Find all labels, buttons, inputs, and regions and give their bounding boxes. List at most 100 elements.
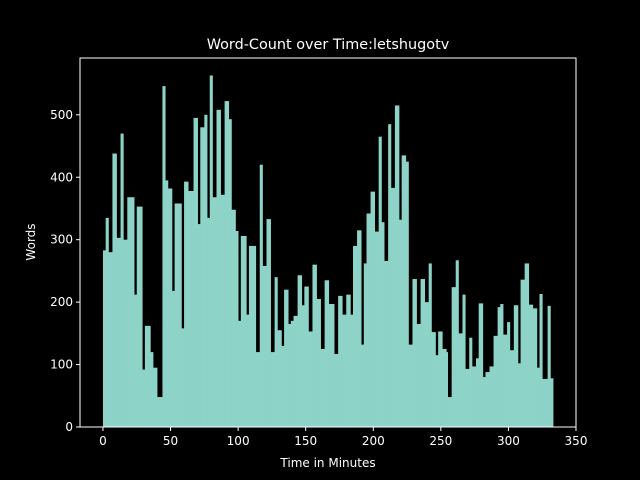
bar xyxy=(152,367,158,427)
bar xyxy=(320,348,326,427)
x-tick-label: 250 xyxy=(429,434,452,448)
plot-frame xyxy=(79,57,577,428)
bar xyxy=(338,295,343,427)
bar xyxy=(384,260,389,427)
bar xyxy=(401,155,407,428)
bar xyxy=(204,114,208,427)
bar xyxy=(150,352,154,427)
x-tick-label: 100 xyxy=(227,434,250,448)
bar xyxy=(171,290,176,427)
bar xyxy=(370,191,376,427)
bar xyxy=(277,330,282,427)
bar xyxy=(304,286,309,427)
bar xyxy=(408,344,413,427)
bar xyxy=(475,358,480,427)
bar xyxy=(334,353,339,427)
bar xyxy=(550,378,554,427)
bar xyxy=(284,289,289,427)
bar xyxy=(520,279,526,427)
bar xyxy=(446,352,449,427)
bar xyxy=(503,334,508,427)
bar xyxy=(127,197,135,427)
bar xyxy=(324,280,330,427)
bar xyxy=(136,206,143,427)
bar xyxy=(312,264,317,427)
bar xyxy=(528,304,534,427)
bar xyxy=(120,133,124,427)
bar xyxy=(420,279,426,427)
bar xyxy=(478,303,484,427)
bar xyxy=(363,263,367,427)
bar xyxy=(542,378,549,427)
bar xyxy=(497,307,501,427)
bar xyxy=(293,315,298,427)
bar xyxy=(224,101,230,428)
bar xyxy=(547,305,551,427)
y-tick-label: 100 xyxy=(50,358,73,372)
x-tick-label: 150 xyxy=(294,434,317,448)
bar xyxy=(212,197,217,427)
x-tick-label: 200 xyxy=(362,434,385,448)
bar xyxy=(165,180,169,427)
bar xyxy=(507,322,511,427)
bar xyxy=(469,337,473,427)
bar xyxy=(262,265,267,427)
bar xyxy=(235,230,239,427)
bar xyxy=(442,348,447,427)
bar xyxy=(532,308,538,427)
bar xyxy=(353,245,358,427)
bar xyxy=(412,279,417,427)
bar xyxy=(157,397,163,427)
bar xyxy=(255,352,261,427)
bar xyxy=(539,294,543,427)
y-tick-label: 500 xyxy=(50,108,73,122)
chart-title: Word-Count over Time:letshugotv xyxy=(207,37,450,53)
bar xyxy=(390,187,396,427)
bar xyxy=(328,304,335,427)
bar xyxy=(500,304,504,427)
bar xyxy=(197,224,201,427)
bar xyxy=(240,235,247,427)
bar xyxy=(184,181,189,427)
bar xyxy=(405,161,409,428)
bar xyxy=(346,294,351,427)
bar xyxy=(316,299,321,427)
bar xyxy=(288,323,292,427)
x-tick-label: 300 xyxy=(497,434,520,448)
bar xyxy=(493,335,499,427)
bar xyxy=(181,328,185,427)
bar xyxy=(308,331,313,427)
y-tick-label: 300 xyxy=(50,233,73,247)
bar xyxy=(374,231,380,427)
bar xyxy=(216,109,221,428)
bar xyxy=(209,75,213,427)
bar xyxy=(388,124,392,427)
bar xyxy=(231,209,236,427)
bar xyxy=(259,164,263,428)
bar xyxy=(416,323,421,427)
bar xyxy=(350,314,354,427)
y-axis-label: Words xyxy=(24,223,38,260)
bar xyxy=(431,332,436,427)
bar xyxy=(162,86,166,428)
bar xyxy=(438,331,443,427)
bar xyxy=(482,377,486,427)
bar xyxy=(357,230,362,427)
bar xyxy=(105,217,109,427)
bar xyxy=(455,260,459,427)
bar xyxy=(524,263,530,427)
bar xyxy=(301,305,305,427)
bar xyxy=(112,153,117,427)
bar xyxy=(489,366,494,427)
bar xyxy=(266,219,271,427)
bar xyxy=(193,117,198,427)
bar xyxy=(290,320,294,427)
bar xyxy=(366,213,371,427)
bar xyxy=(447,397,453,427)
bar xyxy=(238,320,242,427)
bar xyxy=(134,294,138,427)
bar xyxy=(462,294,466,427)
x-tick-label: 350 xyxy=(565,434,588,448)
bar xyxy=(123,239,128,427)
